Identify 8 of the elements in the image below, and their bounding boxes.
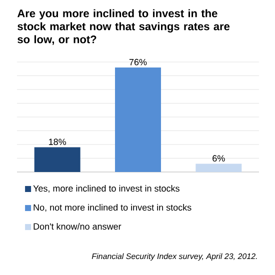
data-label: 18% [49, 138, 66, 146]
data-label: 6% [212, 155, 225, 162]
legend-label: Don't know/no answer [34, 223, 122, 230]
data-label: 76% [129, 58, 147, 66]
chart-title: Are you more inclined to invest in the stock market now that savings rates are so low, or not? [17, 9, 230, 45]
text: Financial Security Index survey, April 23, 2012. [92, 253, 257, 261]
legend-label: No, not more inclined to invest in stocks [34, 204, 192, 212]
legend-label: Yes, more inclined to invest in stocks [33, 184, 180, 193]
